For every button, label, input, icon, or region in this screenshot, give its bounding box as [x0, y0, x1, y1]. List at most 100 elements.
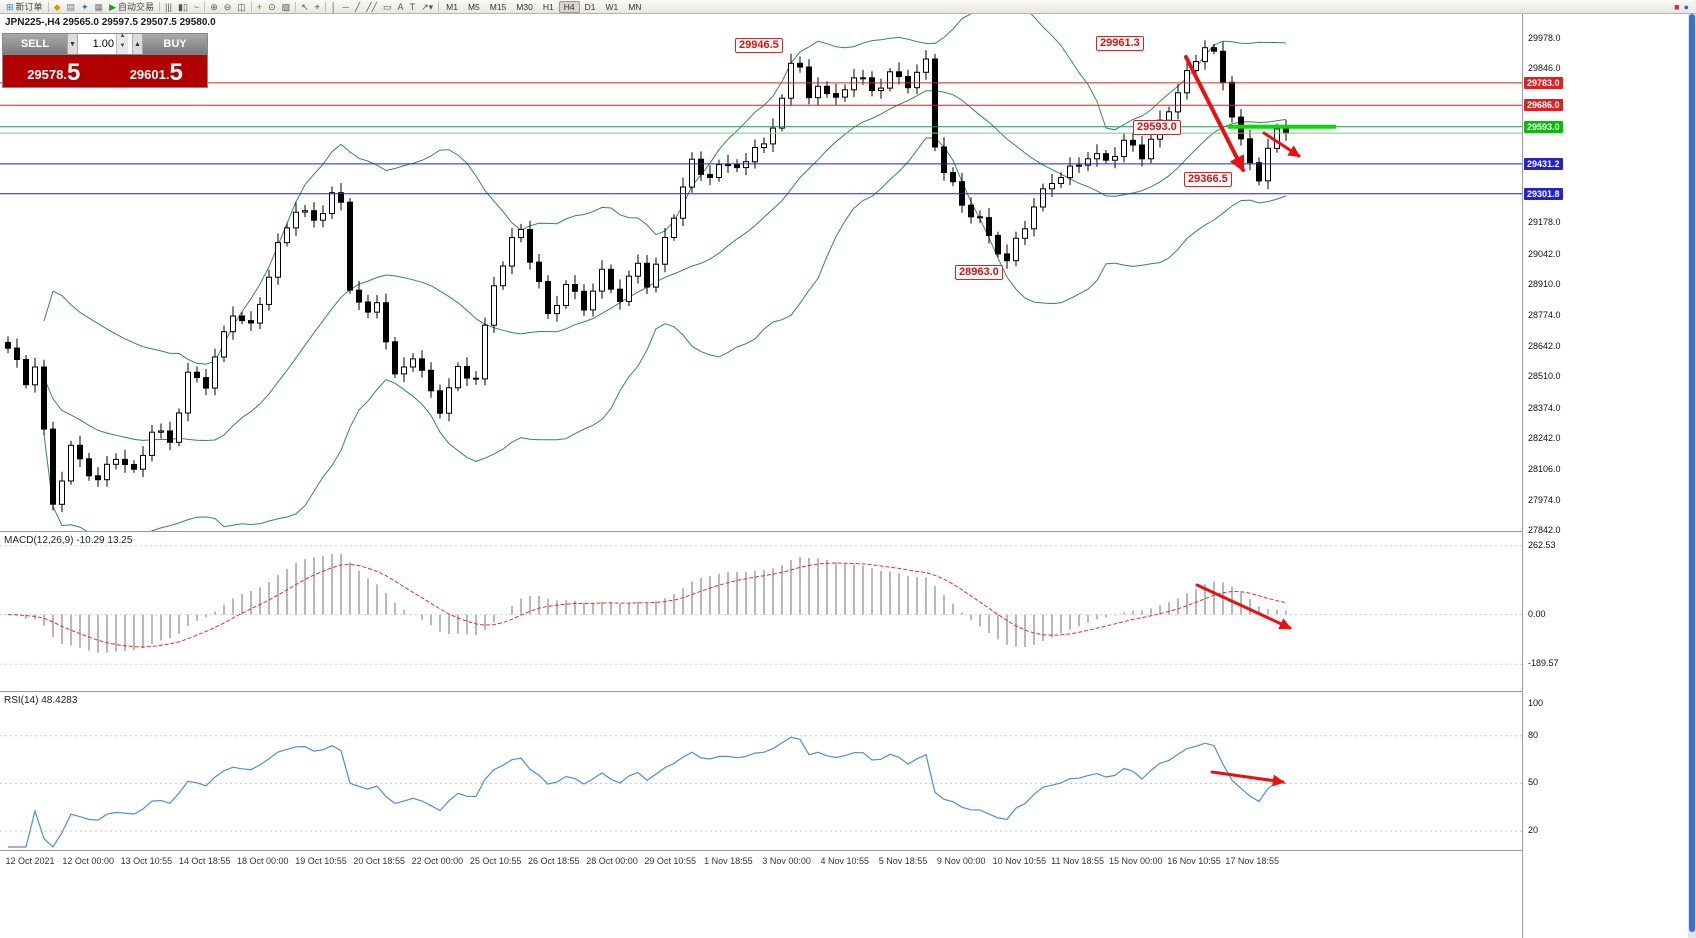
- templates-button[interactable]: ▨: [279, 1, 294, 13]
- time-axis-label: 17 Nov 18:55: [1225, 856, 1279, 866]
- chart-symbol-title: JPN225-,H4 29565.0 29597.5 29507.5 29580…: [5, 17, 216, 28]
- timeframe-mn-button[interactable]: MN: [628, 1, 642, 12]
- macd-axis-label: 262.53: [1528, 539, 1556, 550]
- crosshair-button[interactable]: ⌖: [312, 1, 323, 13]
- indicators-button[interactable]: +: [254, 1, 265, 13]
- sell-price[interactable]: 29578. 5: [3, 55, 106, 87]
- candle-chart-mode-icon: ▮▯: [178, 1, 188, 12]
- price-axis-label: 29178.0: [1528, 217, 1561, 228]
- sell-price-main: 29578.: [27, 67, 67, 82]
- shapes-button[interactable]: ▭: [380, 1, 395, 13]
- candle-chart-mode-button[interactable]: ▮▯: [175, 1, 191, 13]
- price-axis-label: 28374.0: [1528, 402, 1561, 413]
- timeframe-d1-button[interactable]: D1: [584, 1, 596, 12]
- rsi-panel[interactable]: RSI(14) 48.4283: [0, 691, 1522, 850]
- price-axis-label: 28910.0: [1528, 279, 1561, 289]
- price-annotation[interactable]: 29961.3: [1096, 36, 1144, 51]
- buy-price[interactable]: 29601. 5: [106, 55, 208, 87]
- timeframe-w1-button[interactable]: W1: [605, 1, 619, 12]
- price-line-tag: 29593.0: [1524, 120, 1563, 133]
- toolbar-separator: [438, 1, 440, 12]
- scrollbar-thumb[interactable]: [1689, 14, 1695, 932]
- price-annotation[interactable]: 29366.5: [1184, 172, 1232, 187]
- market-watch-icon: ◆: [53, 1, 61, 12]
- zoom-out-icon: ⊖: [223, 1, 232, 12]
- indicators-icon: +: [256, 1, 263, 12]
- tile-windows-icon: ◫: [237, 1, 246, 12]
- data-window-icon: ▤: [66, 1, 75, 12]
- buy-price-big-digit: 5: [169, 59, 183, 86]
- market-watch-button[interactable]: ◆: [51, 1, 64, 13]
- macd-panel[interactable]: MACD(12,26,9) -10.29 13.25: [0, 531, 1522, 691]
- timeframe-m15-button[interactable]: M15: [489, 1, 507, 12]
- buy-dropdown-icon[interactable]: ▲: [132, 34, 143, 54]
- arrow-tools-button[interactable]: ↗▾: [418, 1, 436, 13]
- buy-button[interactable]: BUY: [143, 34, 207, 54]
- price-annotation[interactable]: 28963.0: [955, 265, 1003, 280]
- line-chart-mode-icon: ~: [193, 1, 200, 12]
- new-order-button[interactable]: ⊞ 新订单: [3, 1, 46, 13]
- price-axis-label: 29978.0: [1528, 33, 1561, 43]
- sell-dropdown-icon[interactable]: ▼: [67, 34, 78, 54]
- line-chart-mode-button[interactable]: ~: [191, 1, 202, 13]
- cursor-button[interactable]: ↖: [298, 1, 312, 13]
- price-line-tag: 29686.0: [1524, 99, 1563, 112]
- vertical-line-button[interactable]: │: [328, 1, 340, 13]
- zoom-in-icon: ⊕: [210, 1, 218, 12]
- main-toolbar: ⊞ 新订单 ◆ ▤ ✦ ▦ ▶ 自动交易 ||| ▮▯ ~ ⊕ ⊖ ◫ + ⊙ ▨ ↖ ⌖ │ ─ ╱ ╱╱ ▭ A T ↗▾ M1 M…: [0, 0, 1696, 14]
- volume-up-icon[interactable]: ▲: [117, 33, 128, 44]
- navigator-button[interactable]: ✦: [78, 1, 92, 13]
- terminal-button[interactable]: ▦: [92, 1, 107, 13]
- time-axis-label: 19 Oct 10:55: [295, 856, 347, 866]
- autotrading-button[interactable]: ▶ 自动交易: [106, 1, 157, 13]
- toolbar-right-icons: ■ ●: [1674, 2, 1693, 12]
- timeframe-h4-button[interactable]: H4: [558, 0, 580, 13]
- time-axis-label: 10 Nov 10:55: [992, 856, 1047, 866]
- timeframe-m5-button[interactable]: M5: [467, 1, 480, 12]
- text-button[interactable]: A: [395, 1, 407, 13]
- price-annotation[interactable]: 29946.5: [735, 38, 783, 53]
- vertical-scrollbar[interactable]: [1688, 14, 1696, 938]
- timeframe-m1-button[interactable]: M1: [446, 1, 458, 12]
- sell-button[interactable]: SELL: [3, 34, 67, 54]
- time-axis-label: 25 Oct 10:55: [469, 856, 522, 866]
- one-click-trading-panel: SELL ▼ ▲ ▼ ▲ BUY 29578.5 29601.5: [2, 33, 208, 88]
- price-axis[interactable]: 29978.0 29846.0 29178.0 29042.0 28910.0 28774…: [1522, 14, 1696, 938]
- bar-chart-mode-button[interactable]: |||: [162, 1, 175, 13]
- macd-label: MACD(12,26,9) -10.29 13.25: [4, 535, 133, 546]
- arrow-tools-icon: ↗▾: [421, 1, 434, 12]
- price-annotation[interactable]: 29593.0: [1133, 120, 1181, 135]
- horizontal-line-button[interactable]: ─: [339, 1, 351, 13]
- text-icon: A: [397, 1, 404, 12]
- main-chart-panel[interactable]: [0, 14, 1522, 531]
- cursor-icon: ↖: [301, 1, 309, 12]
- volume-down-icon[interactable]: ▼: [117, 43, 128, 54]
- zoom-in-button[interactable]: ⊕: [207, 1, 221, 13]
- toolbar-separator: [295, 1, 297, 12]
- tile-windows-button[interactable]: ◫: [234, 1, 249, 13]
- data-window-button[interactable]: ▤: [63, 1, 78, 13]
- rsi-axis-label: 80: [1528, 729, 1539, 740]
- trendline-icon: ╱: [354, 1, 361, 12]
- navigator-icon: ✦: [81, 1, 89, 12]
- zoom-out-button[interactable]: ⊖: [221, 1, 235, 13]
- horizontal-line-icon: ─: [342, 1, 349, 12]
- volume-input[interactable]: [78, 34, 116, 54]
- time-axis-label: 20 Oct 18:55: [353, 856, 405, 866]
- time-axis[interactable]: 12 Oct 2021 12 Oct 00:00 13 Oct 10:55 14 Oc…: [0, 850, 1522, 872]
- time-axis-label: 11 Nov 18:55: [1051, 856, 1105, 866]
- toolbar-separator: [250, 1, 252, 12]
- timeframe-h1-button[interactable]: H1: [542, 1, 554, 12]
- channel-button[interactable]: ╱╱: [363, 1, 380, 13]
- time-axis-label: 16 Nov 10:55: [1167, 856, 1221, 866]
- connection-status-icon[interactable]: ●: [1683, 1, 1689, 12]
- trendline-button[interactable]: ╱: [352, 1, 363, 13]
- text-label-icon: T: [409, 1, 416, 12]
- periods-button[interactable]: ⊙: [265, 1, 279, 13]
- text-label-button[interactable]: T: [407, 1, 419, 13]
- price-axis-label: 29042.0: [1528, 248, 1561, 259]
- time-axis-label: 22 Oct 00:00: [411, 856, 464, 866]
- timeframe-m30-button[interactable]: M30: [516, 1, 533, 12]
- price-axis-label: 27974.0: [1528, 494, 1561, 505]
- alert-status-icon[interactable]: ■: [1674, 1, 1680, 12]
